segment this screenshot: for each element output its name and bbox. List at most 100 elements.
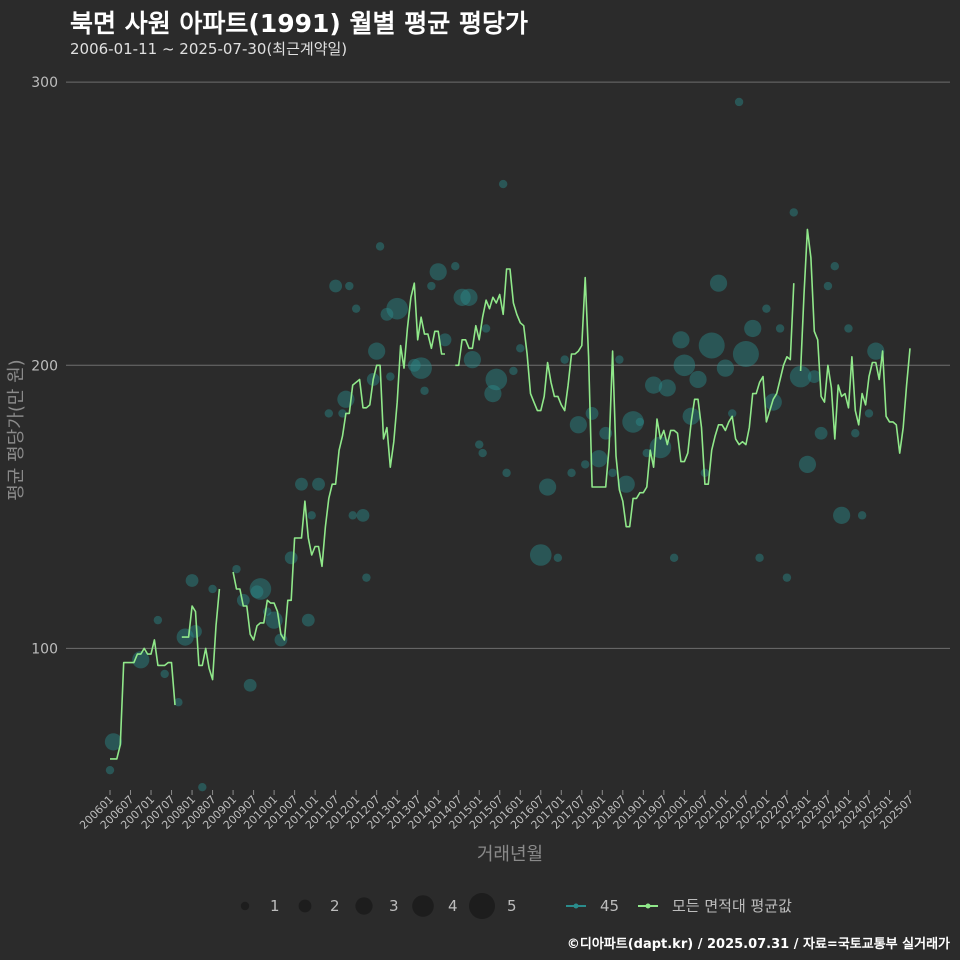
scatter-point (498, 179, 508, 189)
scatter-point (324, 409, 334, 418)
scatter-point (198, 782, 207, 792)
size-legend-label: 1 (270, 897, 280, 915)
size-legend-dot (355, 897, 373, 915)
scatter-point (567, 468, 576, 478)
scatter-point (867, 342, 885, 360)
average-line (799, 228, 911, 454)
scatter-point (509, 366, 518, 376)
x-axis-label: 거래년월 (477, 844, 543, 865)
size-legend-dot (240, 901, 250, 911)
scatter-point (368, 342, 386, 360)
scatter-point (460, 288, 478, 306)
average-line (110, 639, 176, 760)
scatter-point (185, 574, 199, 587)
scatter-point (782, 573, 792, 582)
scatter-point (642, 448, 651, 458)
series-legend-label: 모든 면적대 평균값 (672, 897, 792, 915)
scatter-point (410, 357, 432, 379)
scatter-point (386, 372, 395, 381)
y-tick-label: 100 (31, 641, 58, 657)
scatter-point (539, 478, 557, 496)
average-line (181, 588, 221, 681)
series-legend-label: 45 (600, 897, 619, 915)
scatter-point (585, 407, 599, 420)
scatter-point (345, 281, 354, 291)
scatter-point (338, 409, 347, 418)
scatter-point (427, 281, 436, 291)
scatter-point (189, 625, 202, 638)
scatter-point (673, 354, 696, 377)
scatter-point (407, 358, 421, 372)
scatter-point (560, 355, 569, 364)
scatter-point (672, 331, 690, 349)
scatter-point (833, 506, 851, 524)
scatter-point (728, 409, 737, 418)
chart-subtitle: 2006-01-11 ~ 2025-07-30(최근계약일) (70, 40, 348, 58)
scatter-point (615, 355, 624, 364)
scatter-point (622, 411, 644, 433)
scatter-point (732, 340, 759, 367)
scatter-point (485, 368, 508, 391)
scatter-point (529, 544, 552, 566)
average-line (455, 268, 795, 528)
scatter-point (823, 281, 833, 291)
scatter-point (236, 593, 250, 607)
scatter-point (762, 304, 771, 313)
scatter-point (689, 370, 707, 389)
scatter-point (744, 319, 762, 338)
scatter-point (105, 765, 115, 775)
chart-title: 북면 사원 아파트(1991) 월별 평균 평당가 (70, 9, 528, 38)
scatter-point (351, 304, 361, 313)
scatter-point (764, 393, 782, 411)
scatter-point (709, 274, 728, 292)
scatter-point (569, 416, 587, 434)
scatter-point (429, 263, 447, 281)
average-line (232, 282, 445, 641)
size-legend-dot (298, 899, 312, 913)
scatter-point (104, 733, 123, 751)
scatter-point (348, 511, 357, 520)
scatter-point (669, 553, 679, 563)
scatter-point (516, 344, 525, 353)
scatter-point (755, 553, 764, 563)
scatter-point (153, 615, 163, 625)
scatter-point (463, 351, 481, 369)
scatter-point (682, 407, 700, 425)
scatter-point (789, 365, 812, 388)
scatter-point (250, 585, 264, 599)
scatter-point (502, 468, 511, 478)
scatter-point (658, 379, 676, 397)
scatter-point (478, 448, 487, 458)
scatter-point (851, 429, 860, 438)
scatter-point (807, 370, 821, 384)
scatter-point (844, 324, 853, 333)
scatter-point (716, 359, 734, 377)
scatter-point (789, 208, 798, 217)
scatter-point (312, 477, 325, 491)
scatter-point (553, 553, 563, 563)
size-legend-label: 4 (448, 897, 458, 915)
scatter-point (438, 333, 452, 347)
scatter-point (475, 440, 484, 449)
scatter-point (581, 460, 590, 469)
scatter-point (284, 551, 298, 565)
scatter-point (420, 386, 429, 395)
size-legend-label: 3 (389, 897, 399, 915)
scatter-point (451, 261, 460, 271)
size-legend-dot (469, 893, 495, 919)
series-legend-dot (645, 903, 651, 909)
scatter-point (698, 332, 725, 359)
scatter-point (857, 511, 867, 520)
scatter-point (481, 324, 491, 333)
scatter-point (307, 511, 316, 520)
scatter-point (208, 584, 217, 594)
size-legend-label: 2 (330, 897, 340, 915)
scatter-point (380, 307, 394, 321)
size-legend-label: 5 (507, 897, 517, 915)
scatter-point (814, 426, 828, 440)
scatter-point (329, 279, 343, 293)
scatter-point (734, 97, 744, 107)
scatter-point (375, 242, 385, 251)
scatter-point (864, 409, 874, 418)
